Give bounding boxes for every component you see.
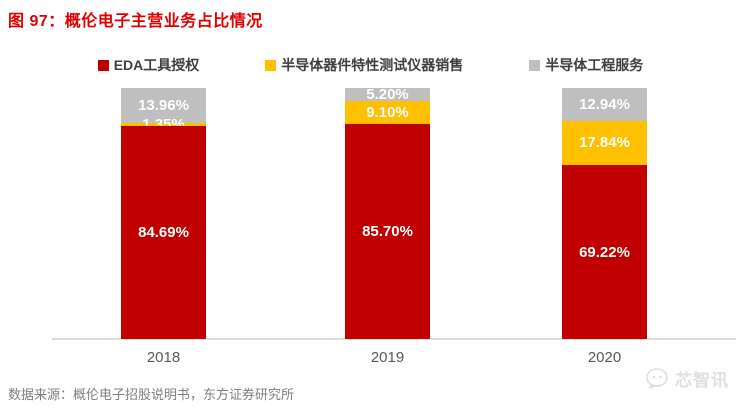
bar-2020: 12.94% 17.84% 69.22% [562, 88, 647, 339]
bar-segment-2019: 9.10% [345, 101, 430, 124]
legend-item-1: 半导体器件特性测试仪器销售 [265, 55, 463, 75]
legend-swatch-icon [97, 59, 109, 71]
plot-area: 13.96% 1.35% 84.69% 5.20% 9.10% 85.70% 12.94% 1… [0, 86, 741, 340]
chat-bubble-logo-icon [646, 368, 670, 389]
bar-value-label: 85.70% [362, 222, 413, 240]
bar-segment-2019: 5.20% [345, 86, 430, 104]
x-axis-label-2018: 2018 [146, 349, 181, 366]
legend-swatch-icon [529, 59, 541, 71]
chart-title: 图 97：概伦电子主营业务占比情况 [8, 13, 263, 30]
bar-value-label: 12.94% [579, 95, 630, 113]
bar-value-label: 9.10% [366, 103, 409, 121]
data-source-note: 数据来源：概伦电子招股说明书，东方证券研究所 [8, 387, 295, 402]
x-axis-label-2020: 2020 [587, 349, 622, 366]
bar-2019: 5.20% 9.10% 85.70% [345, 86, 430, 339]
bar-value-label: 13.96% [138, 97, 189, 115]
legend-label: 半导体工程服务 [545, 57, 644, 73]
legend-swatch-icon [265, 59, 277, 71]
bar-segment-2020: 69.22% [562, 165, 647, 339]
bar-segment-2020: 12.94% [562, 88, 647, 121]
bar-segment-2018: 84.69% [121, 126, 206, 339]
x-axis-label-2019: 2019 [370, 349, 405, 366]
watermark: 芯智讯 [646, 366, 729, 391]
watermark-label: 芯智讯 [675, 371, 729, 390]
bar-value-label: 17.84% [579, 134, 630, 152]
bar-2018: 13.96% 1.35% 84.69% [121, 88, 206, 339]
bar-value-label: 69.22% [579, 243, 630, 261]
bar-segment-2018: 13.96% [121, 88, 206, 124]
legend-label: 半导体器件特性测试仪器销售 [281, 57, 464, 73]
bar-value-label: 84.69% [138, 224, 189, 242]
bar-value-label: 5.20% [366, 86, 409, 104]
legend-label: EDA工具授权 [113, 57, 200, 73]
bar-segment-2019: 85.70% [345, 123, 430, 339]
chart-legend: EDA工具授权 半导体器件特性测试仪器销售 半导体工程服务 [0, 55, 741, 75]
bar-segment-2020: 17.84% [562, 120, 647, 166]
legend-item-2: 半导体工程服务 [529, 55, 643, 75]
legend-item-0: EDA工具授权 [97, 55, 200, 75]
x-axis-line [52, 338, 736, 340]
